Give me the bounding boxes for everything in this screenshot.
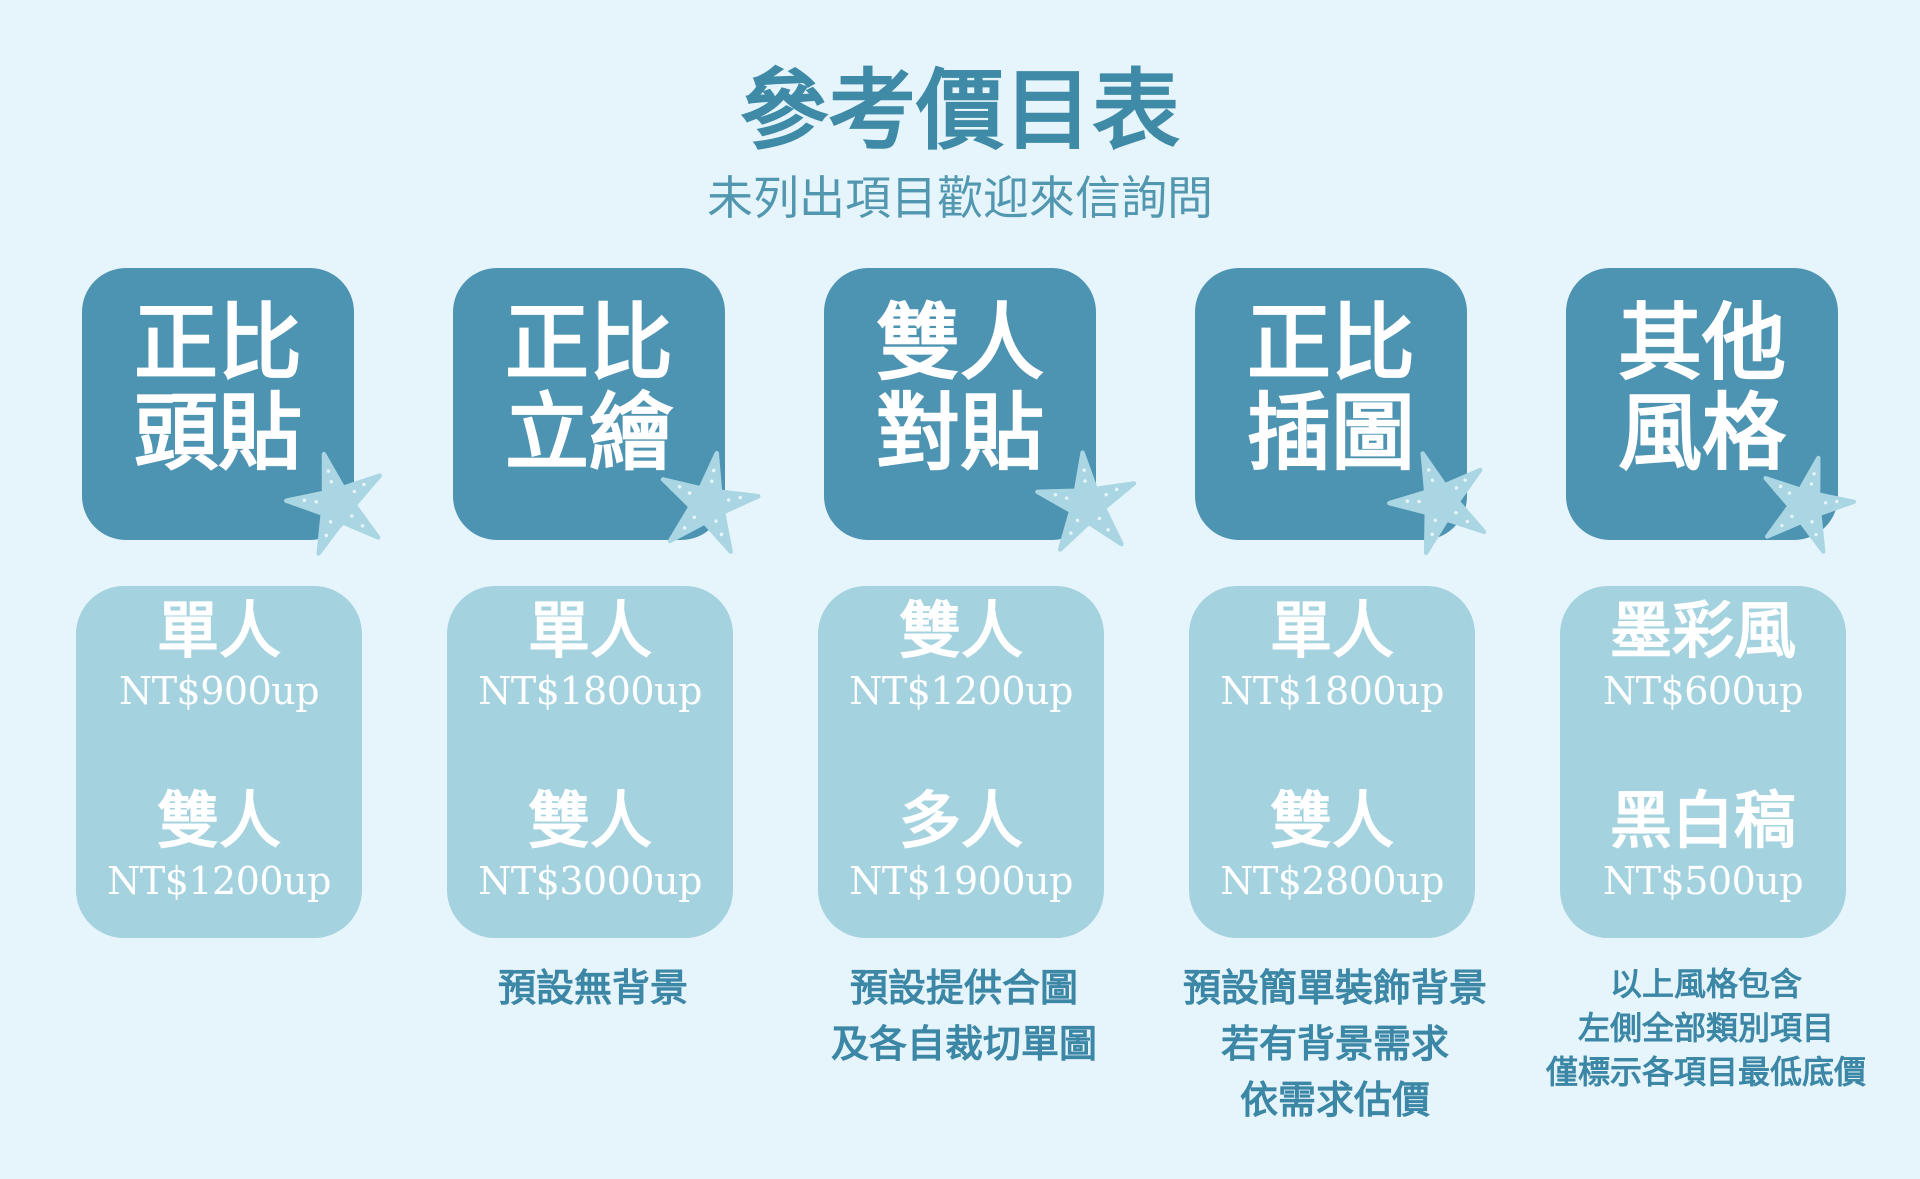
tier-name: 多人 [898,784,1023,857]
starfish-icon [1387,451,1487,556]
price-card: 墨彩風 NT$600up 黑白稿 NT$500up [1560,586,1846,938]
price-card: 單人 NT$1800up 雙人 NT$2800up [1189,586,1475,938]
note-line: 預設無背景 [497,965,688,1010]
note-line: 左側全部類別項目 [1577,1009,1834,1047]
tier-name: 雙人 [156,784,281,857]
note-line: 僅標示各項目最低底價 [1545,1053,1866,1091]
tier-name: 雙人 [1269,784,1394,857]
note-line: 若有背景需求 [1220,1021,1449,1066]
tier-price: NT$500up [1602,859,1804,903]
tier-price: NT$900up [118,669,320,713]
tier-price: NT$1900up [849,859,1073,903]
tier-name: 雙人 [527,784,652,857]
tier-name: 單人 [156,594,281,667]
starfish-icon [1763,455,1857,554]
starfish-icon [1035,450,1137,552]
column-note: 預設提供合圖 及各自裁切單圖 [764,960,1164,1072]
tier-price: NT$1800up [478,669,702,713]
tier-price: NT$1800up [1220,669,1444,713]
tier-name: 墨彩風 [1609,594,1796,667]
note-line: 依需求估價 [1239,1077,1430,1122]
page-title: 參考價目表 [739,58,1180,162]
tier-price: NT$1200up [849,669,1073,713]
tier-name: 雙人 [898,594,1023,667]
column-note: 以上風格包含 左側全部類別項目 僅標示各項目最低底價 [1496,962,1916,1094]
column-note: 預設無背景 [393,960,793,1016]
note-line: 預設提供合圖 [849,965,1078,1010]
tier-price: NT$1200up [107,859,331,903]
price-card: 雙人 NT$1200up 多人 NT$1900up [818,586,1104,938]
tier-price: NT$600up [1602,669,1804,713]
tier-price: NT$2800up [1220,859,1444,903]
price-card: 單人 NT$1800up 雙人 NT$3000up [447,586,733,938]
tier-name: 單人 [527,594,652,667]
page-subtitle: 未列出項目歡迎來信詢問 [707,171,1213,225]
starfish-icon [660,450,761,554]
note-line: 及各自裁切單圖 [830,1021,1097,1066]
category-label: 其他 風格 [1617,293,1786,482]
category-card: 雙人 對貼 [824,268,1096,540]
note-line: 預設簡單裝飾背景 [1182,965,1487,1010]
category-label: 正比 立繪 [504,293,673,482]
category-label: 正比 頭貼 [133,293,302,482]
starfish-icon [284,451,382,556]
tier-name: 單人 [1269,594,1394,667]
price-card: 單人 NT$900up 雙人 NT$1200up [76,586,362,938]
category-label: 雙人 對貼 [875,293,1044,482]
category-card: 正比 頭貼 [82,268,354,540]
note-line: 以上風格包含 [1609,965,1802,1003]
tier-name: 黑白稿 [1609,784,1796,857]
tier-price: NT$3000up [478,859,702,903]
column-note: 預設簡單裝飾背景 若有背景需求 依需求估價 [1135,960,1535,1128]
category-label: 正比 插圖 [1246,293,1415,482]
